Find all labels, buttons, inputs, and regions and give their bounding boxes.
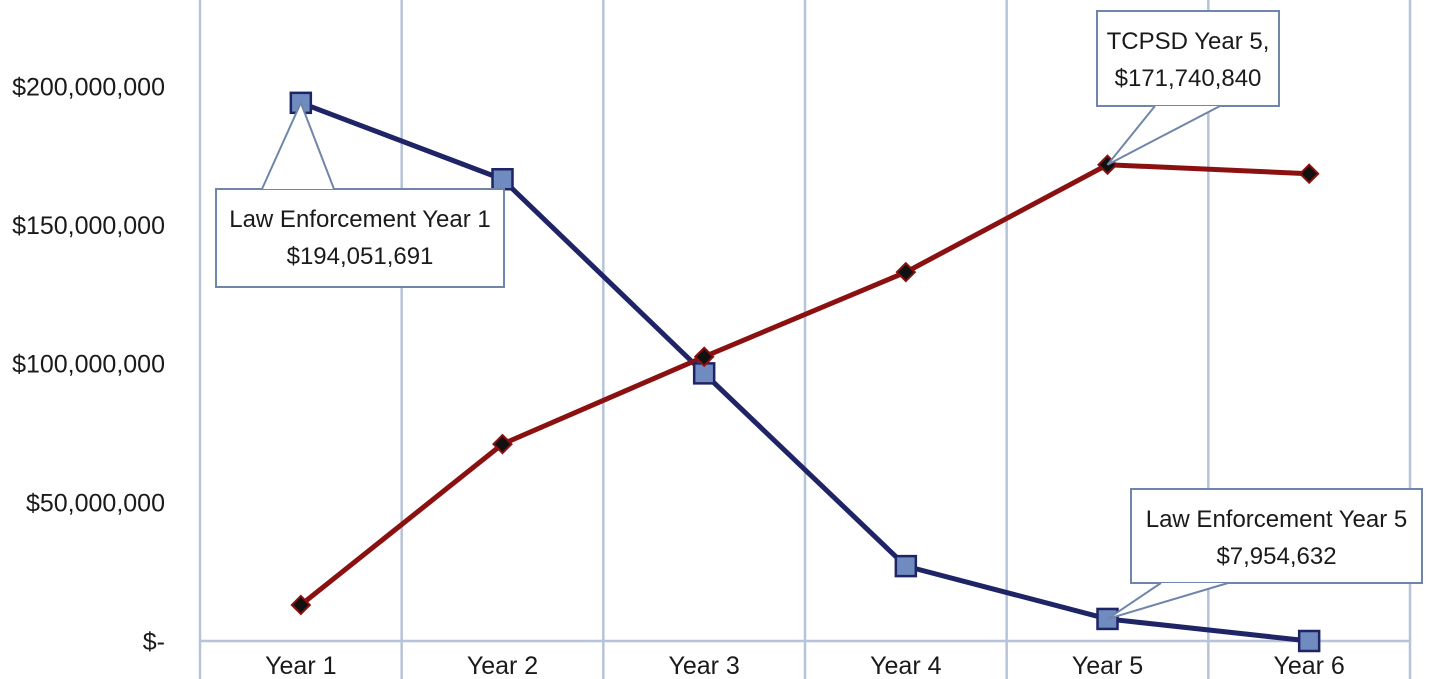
callout-label: $194,051,691 bbox=[287, 243, 434, 270]
series-markers bbox=[289, 91, 1321, 653]
callout-box bbox=[1130, 488, 1423, 584]
series-line bbox=[299, 100, 1310, 644]
data-callout: Law Enforcement Year 5 $7,954,632 bbox=[1106, 488, 1423, 620]
x-tick-label: Year 1 bbox=[265, 652, 336, 679]
x-tick-label: Year 3 bbox=[668, 652, 739, 679]
data-point-marker bbox=[491, 167, 514, 191]
y-axis-tick-labels: $- $50,000,000 $100,000,000 $150,000,000 $20… bbox=[12, 73, 165, 656]
callout-tail bbox=[261, 100, 335, 190]
y-tick-label: $- bbox=[143, 628, 165, 656]
callout-label: $171,740,840 bbox=[1115, 65, 1262, 92]
data-point-marker bbox=[895, 261, 917, 283]
x-axis-tick-labels: Year 1 Year 2 Year 3 Year 4 Year 5 Year 6 bbox=[265, 652, 1345, 679]
data-callout: Law Enforcement Year 1 $194,051,691 bbox=[215, 100, 505, 288]
x-tick-label: Year 4 bbox=[870, 652, 941, 679]
data-callout: TCPSD Year 5, $171,740,840 bbox=[1096, 10, 1280, 166]
callout-label: $7,954,632 bbox=[1216, 543, 1336, 570]
data-point-marker bbox=[1298, 163, 1320, 185]
series-line bbox=[299, 162, 1310, 607]
data-point-marker bbox=[492, 433, 513, 455]
callout-tail bbox=[1106, 105, 1221, 166]
data-point-marker bbox=[1297, 629, 1321, 653]
callout-label: Law Enforcement Year 1 bbox=[229, 206, 491, 233]
data-point-marker bbox=[290, 594, 312, 616]
data-callouts: Law Enforcement Year 1 $194,051,691 TCPSD … bbox=[215, 10, 1423, 620]
y-tick-label: $150,000,000 bbox=[12, 212, 165, 240]
callout-tail bbox=[1106, 582, 1229, 620]
y-tick-label: $100,000,000 bbox=[12, 351, 165, 379]
data-point-marker bbox=[894, 554, 918, 578]
series-lines bbox=[299, 100, 1310, 644]
callout-label: TCPSD Year 5, bbox=[1107, 28, 1270, 55]
y-tick-label: $50,000,000 bbox=[26, 489, 165, 517]
callout-label: Law Enforcement Year 5 bbox=[1146, 506, 1408, 533]
x-tick-label: Year 6 bbox=[1273, 652, 1344, 679]
x-tick-label: Year 2 bbox=[467, 652, 538, 679]
callout-box bbox=[215, 188, 505, 288]
y-tick-label: $200,000,000 bbox=[12, 73, 165, 101]
callout-box bbox=[1096, 10, 1280, 107]
data-point-marker bbox=[693, 346, 715, 368]
x-tick-label: Year 5 bbox=[1072, 652, 1143, 679]
callout-tail-fill bbox=[262, 102, 334, 189]
